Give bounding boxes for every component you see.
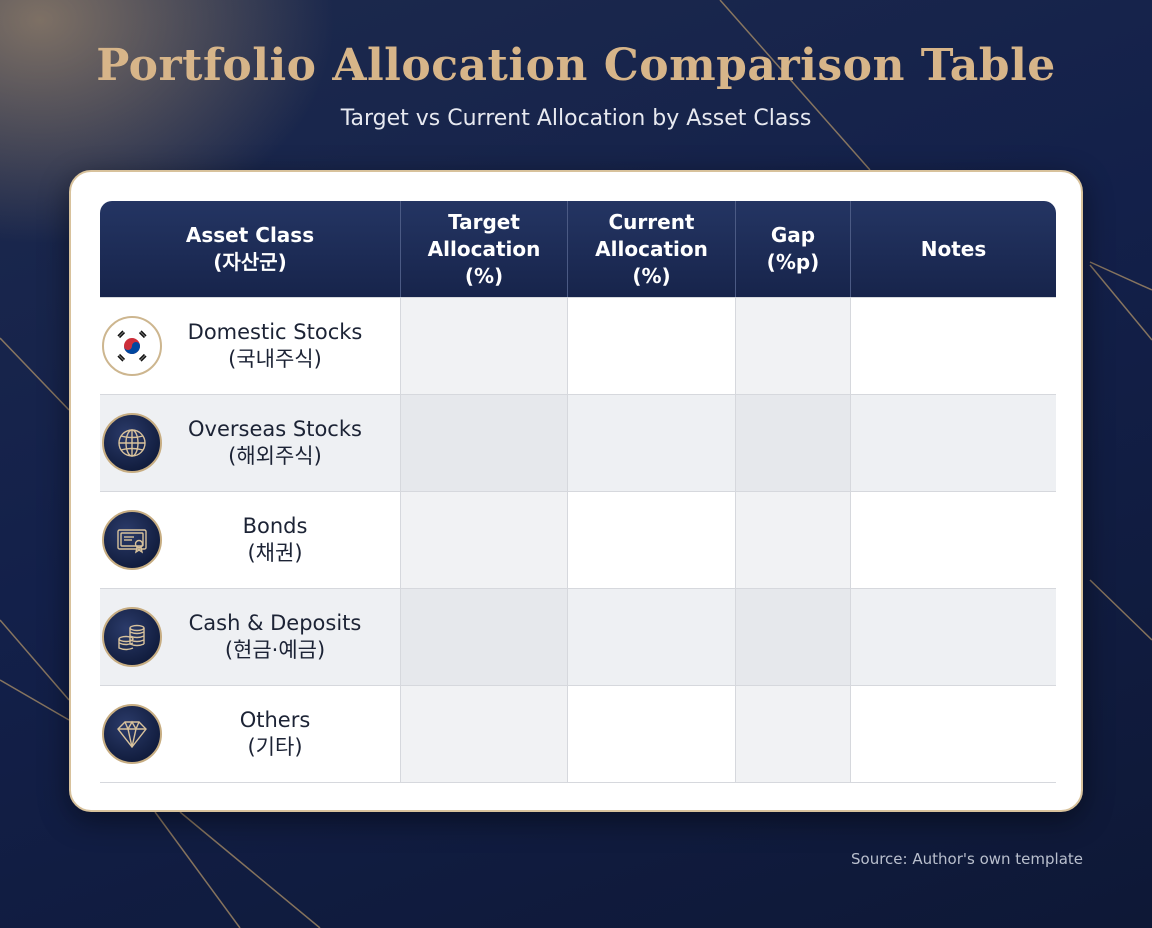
asset-name-ko: (기타) xyxy=(247,735,303,759)
notes-cell[interactable] xyxy=(851,394,1056,491)
table-row: Bonds (채권) xyxy=(100,491,1056,588)
asset-name-ko: (국내주식) xyxy=(228,347,322,371)
notes-cell[interactable] xyxy=(851,588,1056,685)
current-allocation-cell[interactable] xyxy=(568,685,736,783)
gap-cell[interactable] xyxy=(736,394,851,491)
asset-name-ko: (채권) xyxy=(247,541,303,565)
source-note: Source: Author's own template xyxy=(851,850,1083,868)
asset-cell: Overseas Stocks (해외주식) xyxy=(100,394,401,491)
current-allocation-cell[interactable] xyxy=(568,588,736,685)
target-allocation-cell[interactable] xyxy=(401,588,568,685)
current-allocation-cell[interactable] xyxy=(568,297,736,394)
certificate-icon xyxy=(102,510,162,570)
asset-cell: Others (기타) xyxy=(100,685,401,783)
current-allocation-cell[interactable] xyxy=(568,491,736,588)
header-notes: Notes xyxy=(851,201,1056,297)
notes-cell[interactable] xyxy=(851,491,1056,588)
current-allocation-cell[interactable] xyxy=(568,394,736,491)
target-allocation-cell[interactable] xyxy=(401,685,568,783)
asset-name-ko: (현금·예금) xyxy=(224,638,326,662)
gap-cell[interactable] xyxy=(736,588,851,685)
table-row: Domestic Stocks (국내주식) xyxy=(100,297,1056,394)
asset-name: Bonds xyxy=(242,514,308,538)
header-gap: Gap (%p) xyxy=(736,201,851,297)
asset-name: Cash & Deposits xyxy=(188,611,362,635)
table-header-row: Asset Class (자산군) Target Allocation (%) … xyxy=(100,201,1056,297)
header-target-allocation: Target Allocation (%) xyxy=(401,201,568,297)
korea-flag-icon xyxy=(102,316,162,376)
globe-icon xyxy=(102,413,162,473)
table-row: Overseas Stocks (해외주식) xyxy=(100,394,1056,491)
asset-name-ko: (해외주식) xyxy=(228,444,322,468)
asset-name: Domestic Stocks xyxy=(187,320,363,344)
asset-cell: Domestic Stocks (국내주식) xyxy=(100,297,401,394)
table-row: Cash & Deposits (현금·예금) xyxy=(100,588,1056,685)
notes-cell[interactable] xyxy=(851,685,1056,783)
asset-name: Others xyxy=(239,708,311,732)
asset-name: Overseas Stocks xyxy=(188,417,362,441)
asset-cell: Bonds (채권) xyxy=(100,491,401,588)
allocation-table: Asset Class (자산군) Target Allocation (%) … xyxy=(100,201,1056,783)
table-card: Asset Class (자산군) Target Allocation (%) … xyxy=(69,170,1083,812)
notes-cell[interactable] xyxy=(851,297,1056,394)
diamond-icon xyxy=(102,704,162,764)
target-allocation-cell[interactable] xyxy=(401,491,568,588)
table-row: Others (기타) xyxy=(100,685,1056,783)
target-allocation-cell[interactable] xyxy=(401,297,568,394)
target-allocation-cell[interactable] xyxy=(401,394,568,491)
gap-cell[interactable] xyxy=(736,297,851,394)
coin-stack-icon xyxy=(102,607,162,667)
gap-cell[interactable] xyxy=(736,491,851,588)
header-asset-class: Asset Class (자산군) xyxy=(100,201,401,297)
page-subtitle: Target vs Current Allocation by Asset Cl… xyxy=(340,106,812,131)
asset-cell: Cash & Deposits (현금·예금) xyxy=(100,588,401,685)
page-title: Portfolio Allocation Comparison Table xyxy=(96,40,1056,91)
gap-cell[interactable] xyxy=(736,685,851,783)
header-current-allocation: Current Allocation (%) xyxy=(568,201,736,297)
